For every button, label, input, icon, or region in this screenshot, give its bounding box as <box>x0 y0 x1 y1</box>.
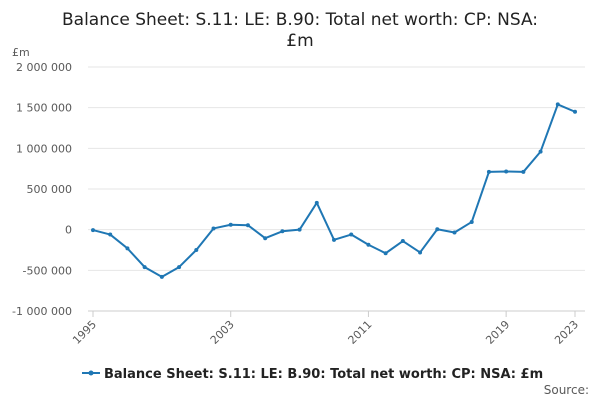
data-point[interactable] <box>245 223 250 228</box>
data-point[interactable] <box>504 169 509 174</box>
data-point[interactable] <box>349 232 354 237</box>
data-point[interactable] <box>159 274 164 279</box>
data-point[interactable] <box>125 246 130 251</box>
data-point[interactable] <box>573 109 577 114</box>
x-tick-label: 1995 <box>70 318 99 347</box>
chart-title-line-2: £m <box>286 31 313 51</box>
y-tick-label: 1 000 000 <box>16 142 72 155</box>
data-point[interactable] <box>332 237 336 242</box>
legend-point-marker <box>88 370 94 376</box>
y-axis-unit-label: £m <box>12 46 30 59</box>
x-tick-label: 2019 <box>483 318 512 347</box>
data-point[interactable] <box>486 169 491 174</box>
data-point[interactable] <box>418 250 423 255</box>
data-point[interactable] <box>263 236 268 241</box>
data-point[interactable] <box>280 229 285 234</box>
data-point[interactable] <box>555 102 560 107</box>
source-label[interactable]: Source: <box>544 383 589 397</box>
y-tick-label: -1 000 000 <box>12 305 72 318</box>
data-point[interactable] <box>469 219 474 224</box>
gridlines <box>88 66 585 312</box>
data-point[interactable] <box>177 265 182 270</box>
axes: 2 000 000 1 500 000 1 000 000 500 000 0 -500 … <box>12 61 585 347</box>
data-point[interactable] <box>297 227 302 232</box>
x-tick-label: 2003 <box>208 318 237 347</box>
data-point[interactable] <box>194 248 199 252</box>
y-tick-label: 1 500 000 <box>16 102 72 115</box>
data-point[interactable] <box>366 242 371 247</box>
chart-title-line-1: Balance Sheet: S.11: LE: B.90: Total net… <box>62 10 538 30</box>
legend[interactable]: Balance Sheet: S.11: LE: B.90: Total net… <box>82 367 543 382</box>
y-tick-label: -500 000 <box>23 264 72 277</box>
data-point[interactable] <box>91 228 95 233</box>
data-point[interactable] <box>314 200 319 205</box>
data-point[interactable] <box>211 226 216 231</box>
data-point[interactable] <box>452 230 457 235</box>
y-tick-label: 0 <box>65 224 72 237</box>
x-tick-label: 2011 <box>346 318 375 347</box>
y-tick-label: 2 000 000 <box>16 61 72 74</box>
data-point[interactable] <box>142 265 147 270</box>
data-point[interactable] <box>228 222 233 227</box>
data-point[interactable] <box>108 232 113 237</box>
data-point[interactable] <box>435 227 440 232</box>
series-line <box>92 103 576 278</box>
data-point[interactable] <box>538 149 543 154</box>
data-point[interactable] <box>400 239 405 244</box>
data-point[interactable] <box>383 251 388 256</box>
x-tick-label: 2023 <box>552 318 581 347</box>
series-layer <box>91 102 577 279</box>
data-point[interactable] <box>521 169 526 174</box>
y-tick-label: 500 000 <box>27 183 73 196</box>
legend-label: Balance Sheet: S.11: LE: B.90: Total net… <box>104 367 543 382</box>
